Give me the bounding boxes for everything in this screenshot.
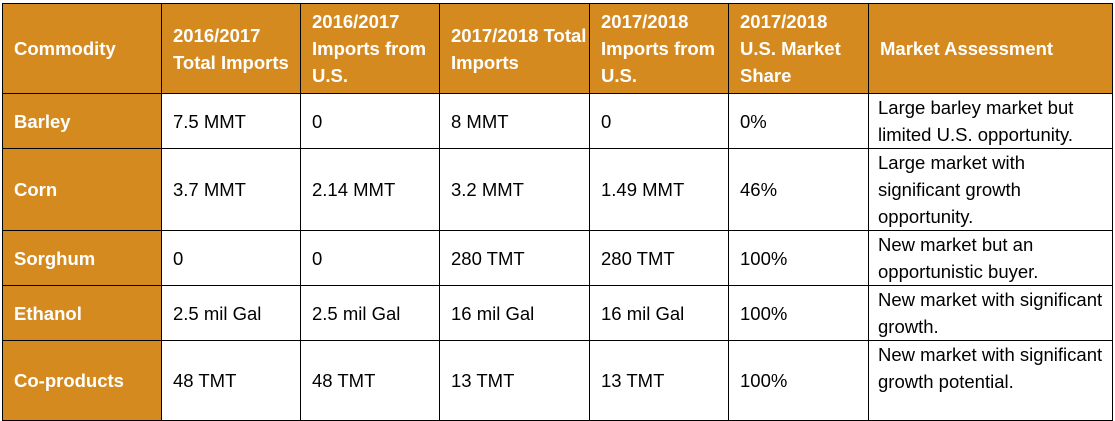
us-imports-2017-2018-cell: 280 TMT: [589, 230, 729, 286]
total-imports-2016-2017-cell: 48 TMT: [161, 340, 301, 421]
commodity-cell: Co-products: [2, 340, 162, 421]
table-row: Co-products 48 TMT 48 TMT 13 TMT 13 TMT …: [2, 340, 1113, 421]
commodity-import-table: Commodity 2016/2017 Total Imports 2016/2…: [2, 3, 1113, 421]
us-market-share-cell: 100%: [728, 230, 869, 286]
table-row: Ethanol 2.5 mil Gal 2.5 mil Gal 16 mil G…: [2, 285, 1113, 341]
us-imports-2017-2018-cell: 1.49 MMT: [589, 148, 729, 231]
header-us-imports-2017-2018: 2017/2018 Imports from U.S.: [589, 3, 729, 94]
total-imports-2017-2018-cell: 13 TMT: [439, 340, 590, 421]
us-imports-2016-2017-cell: 0: [300, 93, 440, 149]
table-row: Barley 7.5 MMT 0 8 MMT 0 0% Large barley…: [2, 93, 1113, 149]
us-imports-2017-2018-cell: 0: [589, 93, 729, 149]
us-imports-2017-2018-cell: 16 mil Gal: [589, 285, 729, 341]
market-assessment-cell: New market with significant growth poten…: [868, 340, 1113, 421]
total-imports-2016-2017-cell: 2.5 mil Gal: [161, 285, 301, 341]
table-row: Corn 3.7 MMT 2.14 MMT 3.2 MMT 1.49 MMT 4…: [2, 148, 1113, 231]
total-imports-2016-2017-cell: 3.7 MMT: [161, 148, 301, 231]
total-imports-2017-2018-cell: 16 mil Gal: [439, 285, 590, 341]
us-imports-2016-2017-cell: 2.5 mil Gal: [300, 285, 440, 341]
us-market-share-cell: 46%: [728, 148, 869, 231]
us-imports-2016-2017-cell: 0: [300, 230, 440, 286]
total-imports-2016-2017-cell: 0: [161, 230, 301, 286]
market-assessment-cell: New market but an opportunistic buyer.: [868, 230, 1113, 286]
header-total-imports-2017-2018: 2017/2018 Total Imports: [439, 3, 590, 94]
commodity-cell: Barley: [2, 93, 162, 149]
total-imports-2016-2017-cell: 7.5 MMT: [161, 93, 301, 149]
header-total-imports-2016-2017: 2016/2017 Total Imports: [161, 3, 301, 94]
us-market-share-cell: 100%: [728, 285, 869, 341]
commodity-cell: Corn: [2, 148, 162, 231]
total-imports-2017-2018-cell: 3.2 MMT: [439, 148, 590, 231]
market-assessment-cell: New market with significant growth.: [868, 285, 1113, 341]
header-market-assessment: Market Assessment: [868, 3, 1113, 94]
total-imports-2017-2018-cell: 280 TMT: [439, 230, 590, 286]
total-imports-2017-2018-cell: 8 MMT: [439, 93, 590, 149]
us-imports-2016-2017-cell: 48 TMT: [300, 340, 440, 421]
us-market-share-cell: 100%: [728, 340, 869, 421]
header-us-imports-2016-2017: 2016/2017 Imports from U.S.: [300, 3, 440, 94]
commodity-cell: Ethanol: [2, 285, 162, 341]
header-row: Commodity 2016/2017 Total Imports 2016/2…: [2, 3, 1113, 94]
us-imports-2016-2017-cell: 2.14 MMT: [300, 148, 440, 231]
us-market-share-cell: 0%: [728, 93, 869, 149]
market-assessment-cell: Large market with significant growth opp…: [868, 148, 1113, 231]
header-us-market-share-2017-2018: 2017/2018 U.S. Market Share: [728, 3, 869, 94]
market-assessment-cell: Large barley market but limited U.S. opp…: [868, 93, 1113, 149]
us-imports-2017-2018-cell: 13 TMT: [589, 340, 729, 421]
commodity-cell: Sorghum: [2, 230, 162, 286]
header-commodity: Commodity: [2, 3, 162, 94]
table-row: Sorghum 0 0 280 TMT 280 TMT 100% New mar…: [2, 230, 1113, 286]
